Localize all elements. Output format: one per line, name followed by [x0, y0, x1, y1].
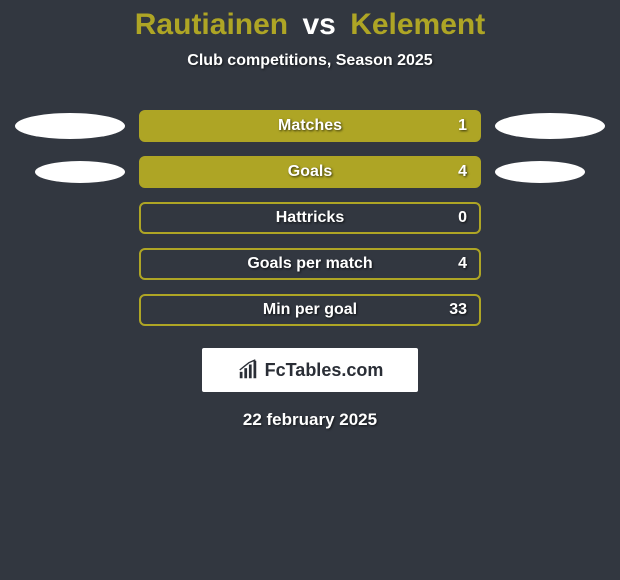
- player1-name: Rautiainen: [135, 8, 288, 41]
- stat-label: Hattricks: [276, 209, 344, 227]
- stat-bar: Hattricks 0: [139, 202, 481, 234]
- brand-badge[interactable]: FcTables.com: [202, 348, 418, 392]
- stat-label: Goals: [288, 163, 332, 181]
- stat-value: 4: [458, 255, 467, 273]
- stats-list: Matches 1 Goals 4 Hattricks 0 Goals per match 4…: [0, 110, 620, 326]
- subtitle: Club competitions, Season 2025: [0, 52, 620, 70]
- player2-name: Kelement: [350, 8, 485, 41]
- stat-bar: Goals 4: [139, 156, 481, 188]
- stat-row: Min per goal 33: [0, 294, 620, 326]
- player1-shape: [15, 113, 125, 139]
- player2-shape: [495, 161, 585, 183]
- stat-bar: Min per goal 33: [139, 294, 481, 326]
- page-title: Rautiainen vs Kelement: [0, 8, 620, 42]
- stat-label: Min per goal: [263, 301, 357, 319]
- player2-shape: [495, 113, 605, 139]
- stat-value: 0: [458, 209, 467, 227]
- brand-text: FcTables.com: [265, 360, 384, 381]
- vs-text: vs: [302, 8, 335, 41]
- stat-value: 33: [449, 301, 467, 319]
- player1-shape: [35, 161, 125, 183]
- stat-label: Matches: [278, 117, 342, 135]
- stat-row: Goals per match 4: [0, 248, 620, 280]
- stat-label: Goals per match: [247, 255, 372, 273]
- chart-icon: [237, 359, 259, 381]
- stat-row: Matches 1: [0, 110, 620, 142]
- stat-value: 1: [458, 117, 467, 135]
- stat-row: Goals 4: [0, 156, 620, 188]
- stat-bar: Matches 1: [139, 110, 481, 142]
- stat-value: 4: [458, 163, 467, 181]
- stat-bar: Goals per match 4: [139, 248, 481, 280]
- stat-row: Hattricks 0: [0, 202, 620, 234]
- comparison-card: Rautiainen vs Kelement Club competitions…: [0, 0, 620, 430]
- date-label: 22 february 2025: [0, 410, 620, 430]
